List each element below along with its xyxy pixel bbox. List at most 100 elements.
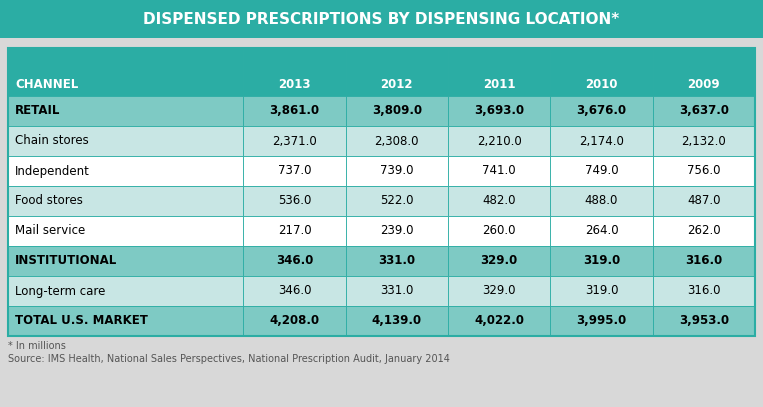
Bar: [448, 216, 550, 246]
Bar: [243, 96, 346, 126]
Text: 331.0: 331.0: [378, 254, 415, 267]
Text: INSTITUTIONAL: INSTITUTIONAL: [15, 254, 118, 267]
Bar: [550, 48, 652, 96]
Bar: [550, 96, 652, 126]
Bar: [550, 246, 652, 276]
Bar: [243, 186, 346, 216]
Text: 749.0: 749.0: [584, 164, 618, 177]
Text: 329.0: 329.0: [481, 254, 518, 267]
Text: 2012: 2012: [381, 77, 413, 90]
Bar: [8, 48, 755, 336]
Bar: [243, 48, 346, 96]
Bar: [8, 246, 243, 276]
Text: 487.0: 487.0: [687, 195, 720, 208]
Text: 3,676.0: 3,676.0: [576, 105, 626, 118]
Bar: [8, 48, 755, 336]
Bar: [652, 186, 755, 216]
Bar: [652, 96, 755, 126]
Text: 260.0: 260.0: [482, 225, 516, 238]
Text: 316.0: 316.0: [685, 254, 723, 267]
Bar: [652, 246, 755, 276]
Bar: [448, 126, 550, 156]
Bar: [8, 216, 243, 246]
Text: RETAIL: RETAIL: [15, 105, 60, 118]
Text: 2009: 2009: [687, 77, 720, 90]
Text: 264.0: 264.0: [584, 225, 618, 238]
Bar: [448, 246, 550, 276]
Text: 4,139.0: 4,139.0: [372, 315, 422, 328]
Bar: [346, 48, 448, 96]
Text: 319.0: 319.0: [584, 284, 618, 298]
Bar: [550, 276, 652, 306]
Text: 488.0: 488.0: [584, 195, 618, 208]
Text: 3,953.0: 3,953.0: [679, 315, 729, 328]
Text: 316.0: 316.0: [687, 284, 720, 298]
Text: Food stores: Food stores: [15, 195, 83, 208]
Bar: [346, 156, 448, 186]
Bar: [448, 276, 550, 306]
Text: 737.0: 737.0: [278, 164, 311, 177]
Bar: [8, 96, 243, 126]
Bar: [346, 96, 448, 126]
Bar: [243, 306, 346, 336]
Text: 2,174.0: 2,174.0: [579, 134, 624, 147]
Bar: [550, 126, 652, 156]
Bar: [243, 276, 346, 306]
Bar: [652, 156, 755, 186]
Bar: [346, 186, 448, 216]
Text: 262.0: 262.0: [687, 225, 720, 238]
Text: TOTAL U.S. MARKET: TOTAL U.S. MARKET: [15, 315, 148, 328]
Text: 239.0: 239.0: [380, 225, 414, 238]
Bar: [8, 186, 243, 216]
Text: 2010: 2010: [585, 77, 618, 90]
Text: Source: IMS Health, National Sales Perspectives, National Prescription Audit, Ja: Source: IMS Health, National Sales Persp…: [8, 354, 450, 364]
Text: 346.0: 346.0: [278, 284, 311, 298]
Bar: [243, 246, 346, 276]
Text: 756.0: 756.0: [687, 164, 720, 177]
Bar: [243, 126, 346, 156]
Text: 3,995.0: 3,995.0: [576, 315, 626, 328]
Text: Long-term care: Long-term care: [15, 284, 105, 298]
Text: 4,208.0: 4,208.0: [269, 315, 320, 328]
Bar: [448, 306, 550, 336]
Bar: [243, 156, 346, 186]
Bar: [346, 216, 448, 246]
Text: 3,861.0: 3,861.0: [269, 105, 320, 118]
Bar: [346, 306, 448, 336]
Text: 2011: 2011: [483, 77, 515, 90]
Text: 2013: 2013: [278, 77, 311, 90]
Bar: [346, 246, 448, 276]
Bar: [652, 276, 755, 306]
Bar: [0, 0, 763, 38]
Bar: [550, 156, 652, 186]
Text: 217.0: 217.0: [278, 225, 311, 238]
Bar: [652, 216, 755, 246]
Bar: [8, 126, 243, 156]
Text: 3,693.0: 3,693.0: [474, 105, 524, 118]
Text: 3,637.0: 3,637.0: [679, 105, 729, 118]
Bar: [8, 48, 243, 96]
Text: 2,308.0: 2,308.0: [375, 134, 419, 147]
Bar: [243, 216, 346, 246]
Text: 741.0: 741.0: [482, 164, 516, 177]
Text: 482.0: 482.0: [482, 195, 516, 208]
Bar: [8, 156, 243, 186]
Text: 2,371.0: 2,371.0: [272, 134, 317, 147]
Text: 346.0: 346.0: [275, 254, 313, 267]
Text: * In millions: * In millions: [8, 341, 66, 351]
Bar: [550, 186, 652, 216]
Bar: [448, 156, 550, 186]
Bar: [8, 306, 243, 336]
Text: 4,022.0: 4,022.0: [474, 315, 524, 328]
Bar: [652, 306, 755, 336]
Text: 319.0: 319.0: [583, 254, 620, 267]
Bar: [652, 126, 755, 156]
Text: 3,809.0: 3,809.0: [372, 105, 422, 118]
Text: Chain stores: Chain stores: [15, 134, 89, 147]
Text: 2,210.0: 2,210.0: [477, 134, 522, 147]
Text: 536.0: 536.0: [278, 195, 311, 208]
Text: 522.0: 522.0: [380, 195, 414, 208]
Text: CHANNEL: CHANNEL: [15, 77, 79, 90]
Bar: [346, 126, 448, 156]
Bar: [652, 48, 755, 96]
